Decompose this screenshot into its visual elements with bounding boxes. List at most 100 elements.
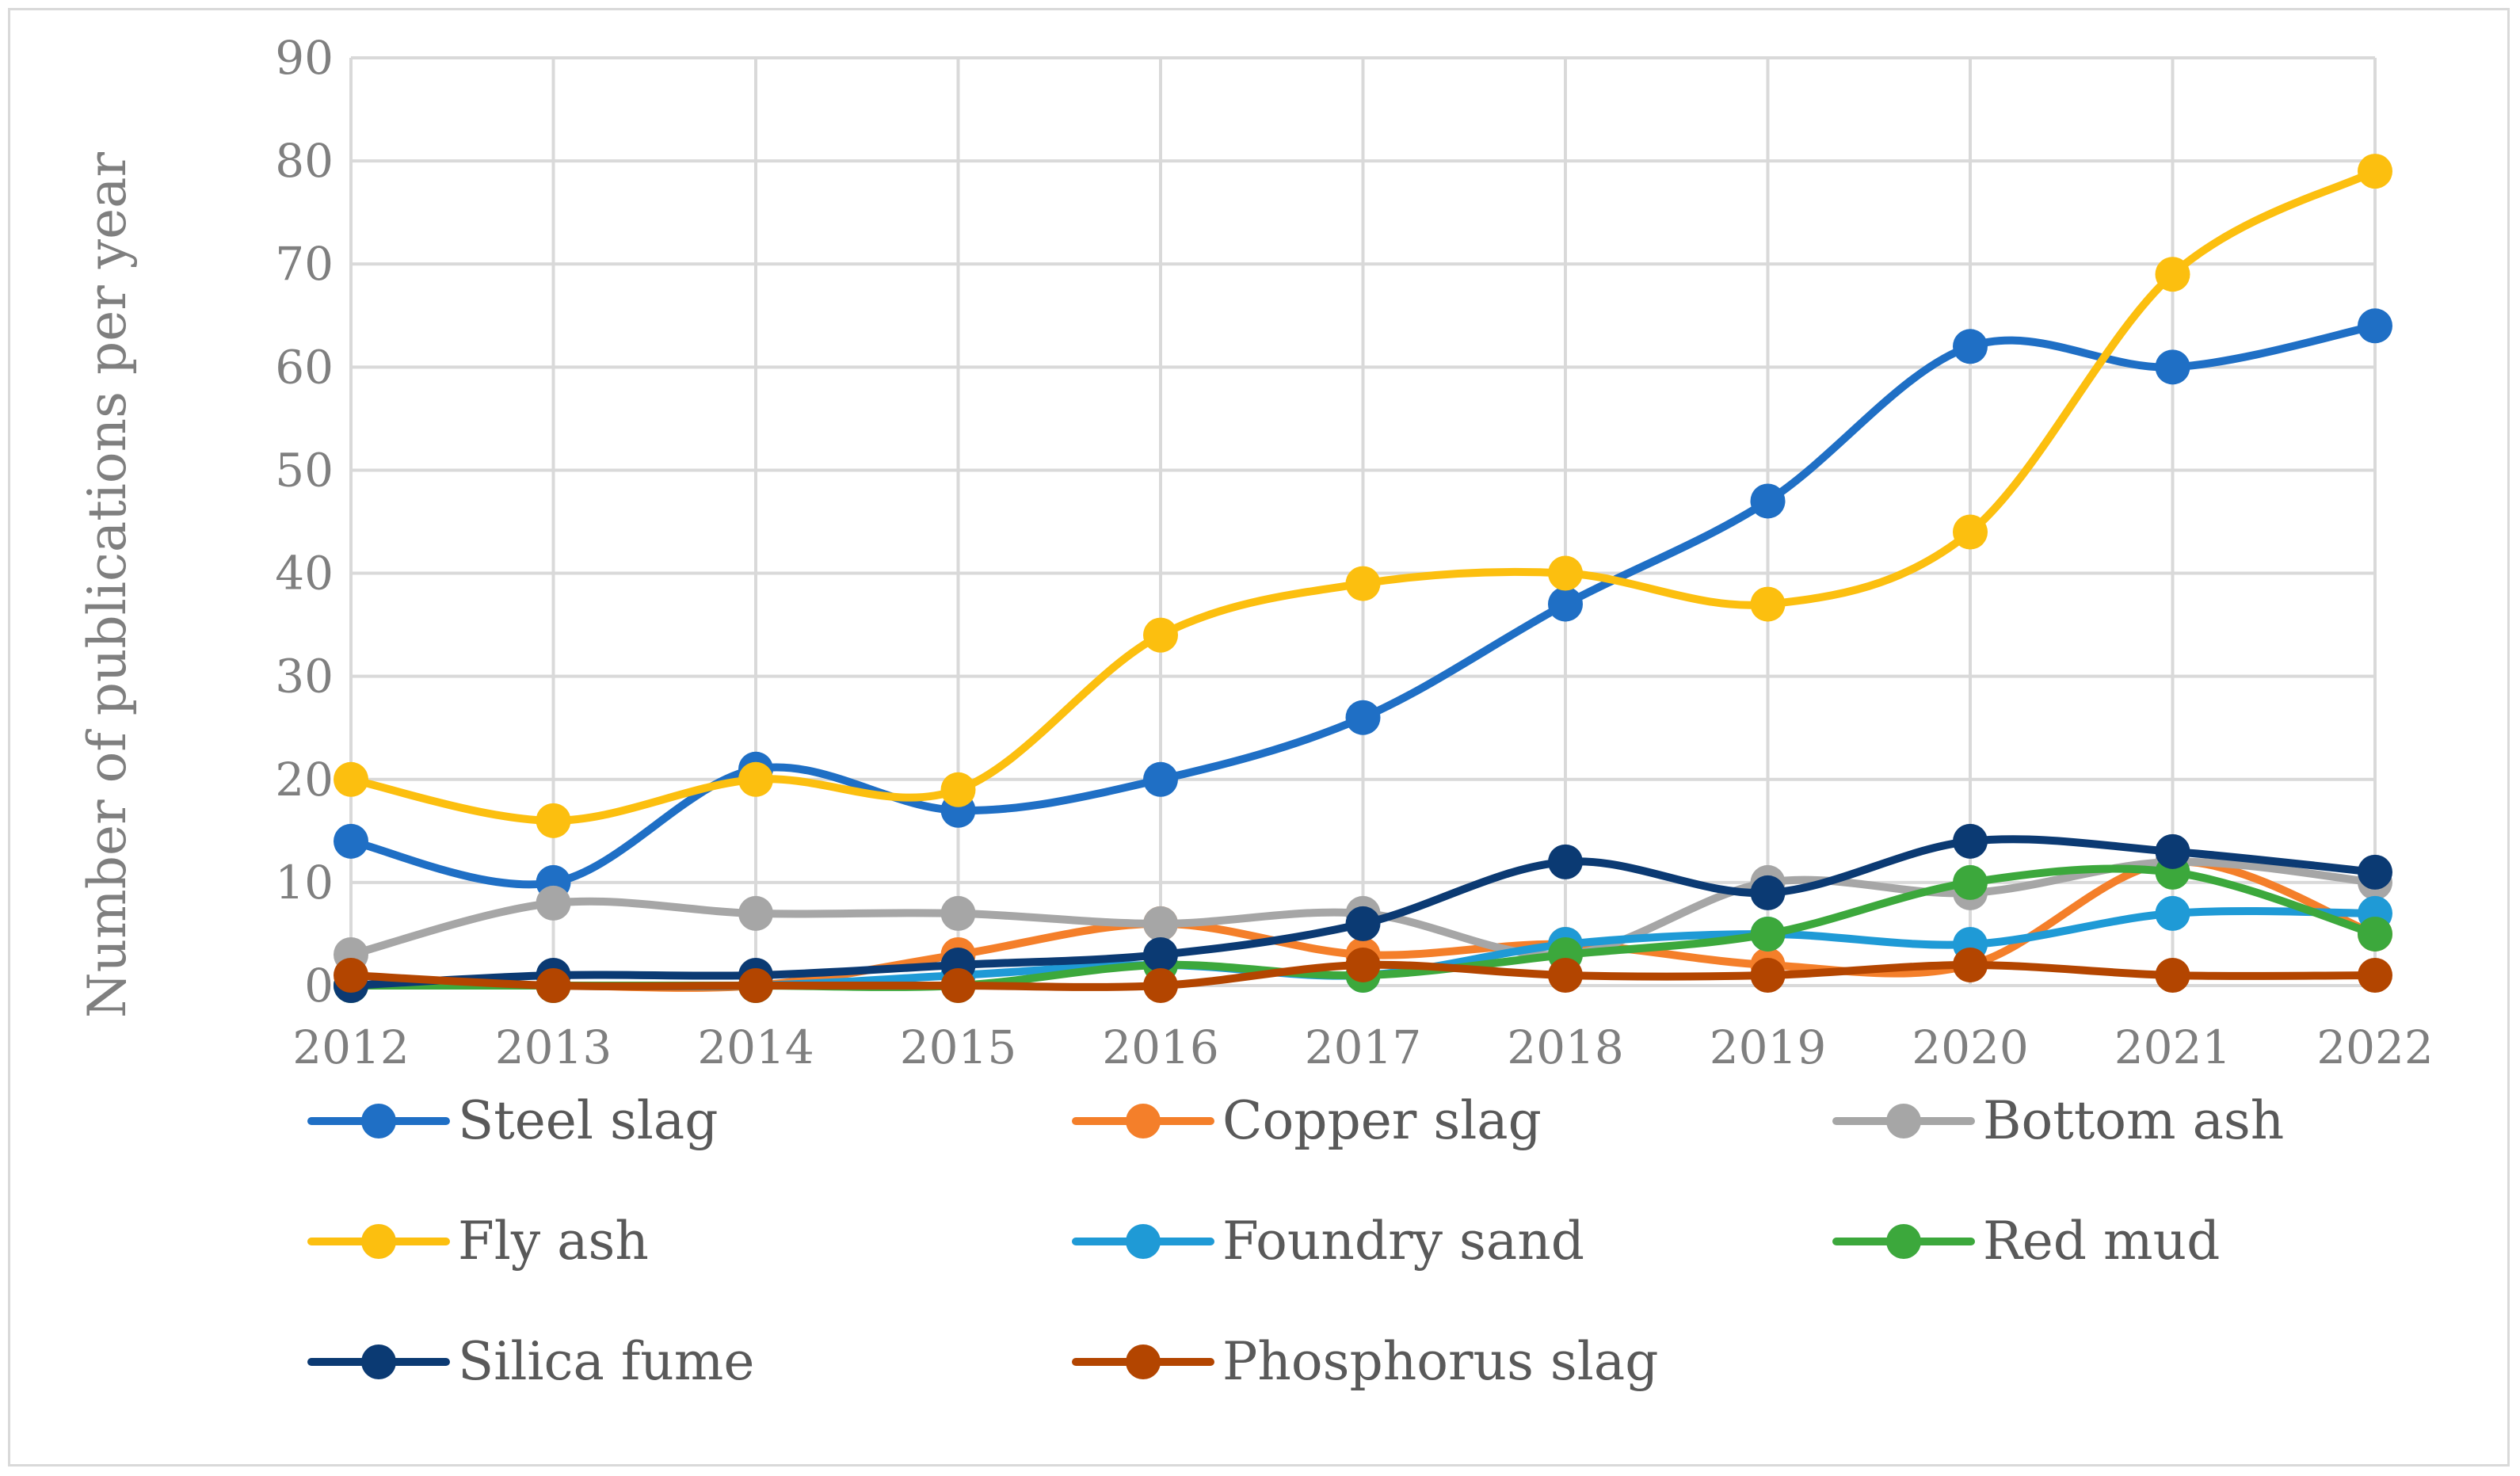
data-point-steel-slag: [2358, 308, 2392, 344]
legend-label-silica-fume: Silica fume: [458, 1331, 754, 1392]
x-tick-label: 2021: [2114, 1020, 2232, 1074]
data-point-red-mud: [1750, 916, 1786, 952]
legend-item-steel-slag: Steel slag: [307, 1090, 719, 1151]
legend-item-bottom-ash: Bottom ash: [1832, 1090, 2284, 1151]
x-tick-label: 2016: [1102, 1020, 1219, 1074]
y-tick-label: 30: [275, 650, 334, 704]
legend-item-red-mud: Red mud: [1832, 1211, 2220, 1272]
legend-label-fly-ash: Fly ash: [458, 1211, 649, 1272]
data-point-fly-ash: [1345, 566, 1381, 601]
legend-marker-silica-fume: [361, 1344, 396, 1379]
data-point-fly-ash: [1143, 617, 1178, 653]
data-point-phosphorus-slag: [1953, 947, 1988, 982]
data-point-bottom-ash: [738, 895, 773, 931]
y-tick-label: 90: [275, 31, 334, 85]
data-point-phosphorus-slag: [2155, 957, 2190, 993]
y-tick-label: 20: [275, 753, 334, 807]
data-point-steel-slag: [2155, 349, 2190, 385]
x-tick-label: 2014: [697, 1020, 814, 1074]
data-point-phosphorus-slag: [1750, 957, 1786, 993]
legend-label-copper-slag: Copper slag: [1222, 1090, 1542, 1151]
data-point-fly-ash: [2358, 154, 2392, 189]
data-point-steel-slag: [1548, 586, 1583, 622]
data-point-phosphorus-slag: [1345, 947, 1381, 982]
legend-item-phosphorus-slag: Phosphorus slag: [1072, 1331, 1659, 1392]
data-point-steel-slag: [1345, 700, 1381, 735]
x-tick-label: 2012: [292, 1020, 410, 1074]
legend-item-silica-fume: Silica fume: [307, 1331, 754, 1392]
legend-label-foundry-sand: Foundry sand: [1222, 1211, 1584, 1272]
line-chart: 0 10 20 30 40 50 60 70 80 90 2012 2013 2014 2015 2016…: [77, 31, 2434, 1392]
y-tick-label: 10: [275, 856, 334, 910]
data-point-silica-fume: [1953, 823, 1988, 859]
data-point-fly-ash: [1953, 514, 1988, 550]
y-axis-ticks: 0 10 20 30 40 50 60 70 80 90: [275, 31, 334, 1013]
x-tick-label: 2020: [1912, 1020, 2029, 1074]
data-point-bottom-ash: [940, 895, 976, 931]
data-point-silica-fume: [2358, 854, 2392, 890]
x-tick-label: 2019: [1710, 1020, 1827, 1074]
data-point-steel-slag: [1143, 761, 1178, 797]
legend-label-steel-slag: Steel slag: [458, 1090, 719, 1151]
data-point-fly-ash: [738, 761, 773, 797]
y-tick-label: 50: [275, 443, 334, 497]
x-tick-label: 2013: [495, 1020, 612, 1074]
data-point-phosphorus-slag: [940, 968, 976, 1003]
data-point-phosphorus-slag: [2358, 957, 2392, 993]
y-tick-label: 60: [275, 340, 334, 394]
series-lines: [334, 154, 2392, 1003]
legend-label-red-mud: Red mud: [1983, 1211, 2220, 1272]
data-point-phosphorus-slag: [334, 957, 368, 993]
data-point-phosphorus-slag: [738, 968, 773, 1003]
data-point-phosphorus-slag: [1548, 957, 1583, 993]
data-point-steel-slag: [1953, 329, 1988, 364]
y-tick-label: 0: [304, 959, 334, 1013]
legend-marker-phosphorus-slag: [1126, 1344, 1161, 1379]
legend: Steel slag Copper slag Bottom ash Fly ash Fo…: [307, 1090, 2284, 1392]
data-point-fly-ash: [536, 803, 571, 838]
legend-marker-red-mud: [1886, 1224, 1921, 1259]
series-phosphorus-slag: [334, 947, 2392, 1003]
data-point-silica-fume: [2155, 833, 2190, 869]
x-tick-label: 2018: [1507, 1020, 1624, 1074]
chart-frame: 0 10 20 30 40 50 60 70 80 90 2012 2013 2014 2015 2016…: [8, 8, 2510, 1466]
series-fly-ash: [334, 154, 2392, 838]
data-point-silica-fume: [1345, 906, 1381, 941]
legend-marker-bottom-ash: [1886, 1104, 1921, 1138]
data-point-fly-ash: [334, 761, 368, 797]
legend-marker-copper-slag: [1126, 1104, 1161, 1138]
legend-item-fly-ash: Fly ash: [307, 1211, 649, 1272]
y-tick-label: 70: [275, 237, 334, 291]
data-point-phosphorus-slag: [1143, 968, 1178, 1003]
data-point-bottom-ash: [1143, 906, 1178, 941]
data-point-foundry-sand: [2155, 895, 2190, 931]
grid-lines: [349, 56, 2377, 987]
data-point-silica-fume: [1750, 875, 1786, 910]
data-point-silica-fume: [1548, 844, 1583, 879]
x-tick-label: 2017: [1305, 1020, 1422, 1074]
data-point-fly-ash: [940, 772, 976, 807]
legend-marker-steel-slag: [361, 1104, 396, 1138]
y-tick-label: 40: [275, 547, 334, 601]
y-tick-label: 80: [275, 134, 334, 188]
x-axis-ticks: 2012 2013 2014 2015 2016 2017 2018 2019 2020 2021…: [292, 1020, 2434, 1074]
data-point-fly-ash: [1548, 555, 1583, 591]
legend-label-phosphorus-slag: Phosphorus slag: [1222, 1331, 1659, 1392]
series-steel-slag: [334, 308, 2392, 900]
data-point-bottom-ash: [536, 885, 571, 921]
data-point-red-mud: [2358, 916, 2392, 952]
legend-item-foundry-sand: Foundry sand: [1072, 1211, 1584, 1272]
data-point-silica-fume: [1143, 936, 1178, 972]
x-tick-label: 2022: [2316, 1020, 2434, 1074]
data-point-steel-slag: [334, 823, 368, 859]
data-point-red-mud: [1953, 864, 1988, 900]
x-tick-label: 2015: [900, 1020, 1017, 1074]
legend-item-copper-slag: Copper slag: [1072, 1090, 1542, 1151]
data-point-steel-slag: [1750, 483, 1786, 519]
legend-marker-fly-ash: [361, 1224, 396, 1259]
legend-marker-foundry-sand: [1126, 1224, 1161, 1259]
y-axis-title: Number of publications per year: [77, 151, 138, 1018]
data-point-fly-ash: [2155, 257, 2190, 292]
data-point-fly-ash: [1750, 586, 1786, 622]
data-point-phosphorus-slag: [536, 968, 571, 1003]
